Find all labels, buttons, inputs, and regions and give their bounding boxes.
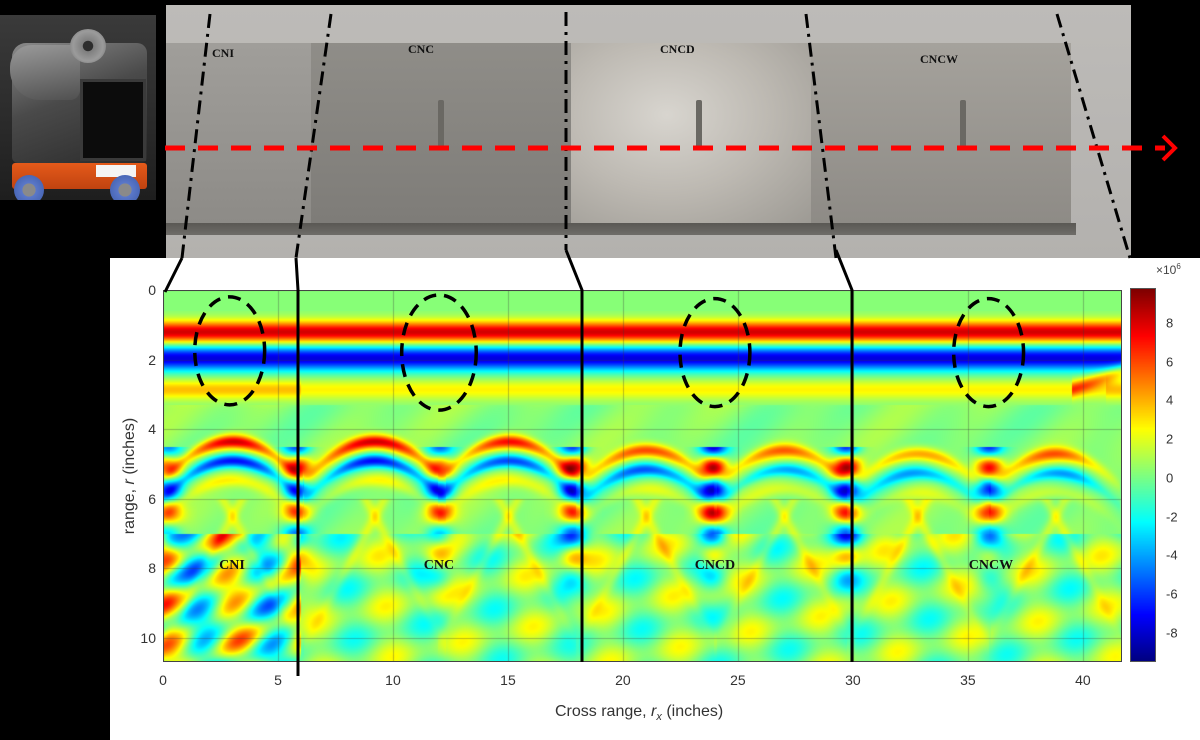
x-tick-label: 10 [385, 672, 401, 688]
slab-slot [696, 100, 702, 148]
gpr-heatmap [163, 290, 1122, 662]
colorbar-tick-label: -6 [1166, 586, 1178, 602]
colorbar [1130, 288, 1156, 662]
region-label-cncd: CNCD [694, 558, 736, 574]
slab-label-cni: CNI [212, 46, 235, 60]
x-tick-label: 20 [615, 672, 631, 688]
colorbar-tick-label: 8 [1166, 315, 1174, 331]
slab-label-cnc: CNC [408, 42, 434, 56]
gpr-device-photo [0, 15, 156, 200]
x-tick-label: 0 [159, 672, 167, 688]
colorbar-tick-label: 0 [1166, 470, 1174, 486]
slab-label-cncd: CNCD [660, 42, 695, 56]
colorbar-tick-label: 2 [1166, 431, 1174, 447]
x-tick-label: 40 [1075, 672, 1091, 688]
y-tick-label: 4 [148, 421, 156, 438]
x-tick-label: 25 [730, 672, 746, 688]
x-tick-label: 30 [845, 672, 861, 688]
device-screen [80, 79, 146, 161]
concrete-slab-photo [166, 5, 1131, 258]
y-axis-label: range, r (inches) [121, 417, 138, 535]
region-label-cncw: CNCW [968, 558, 1014, 574]
x-tick-label: 5 [274, 672, 282, 688]
y-tick-label: 8 [148, 560, 156, 577]
colorbar-tick-label: -4 [1166, 547, 1178, 563]
y-tick-label: 6 [148, 490, 156, 507]
colorbar-tick-label: 6 [1166, 354, 1174, 370]
slab-edge [166, 223, 1076, 235]
slab-plate-cncw [811, 43, 1071, 223]
x-tick-label: 15 [500, 672, 516, 688]
slab-plate-cni [166, 43, 311, 223]
slab-plate-cncd [571, 43, 811, 223]
device-wheel-icon [14, 175, 44, 200]
y-tick-label: 0 [148, 282, 156, 298]
colorbar-multiplier: ×106 [1156, 262, 1181, 277]
region-label-cni: CNI [219, 558, 245, 574]
device-wheel-icon [110, 175, 140, 200]
colorbar-tick-label: -2 [1166, 509, 1178, 525]
x-tick-label: 35 [960, 672, 976, 688]
colorbar-tick-label: 4 [1166, 392, 1174, 408]
device-handle [10, 45, 80, 100]
slab-slot [438, 100, 444, 148]
arrow-head-icon [1161, 134, 1178, 162]
device-barcode-label [96, 165, 136, 177]
device-control-knob [70, 29, 106, 63]
x-axis-label: Cross range, rx (inches) [555, 703, 724, 724]
y-tick-label: 2 [148, 351, 156, 368]
slab-slot [960, 100, 966, 148]
y-tick-label: 10 [140, 629, 156, 646]
slab-label-cncw: CNCW [920, 52, 958, 66]
region-label-cnc: CNC [423, 558, 455, 574]
colorbar-tick-label: -8 [1166, 625, 1178, 641]
